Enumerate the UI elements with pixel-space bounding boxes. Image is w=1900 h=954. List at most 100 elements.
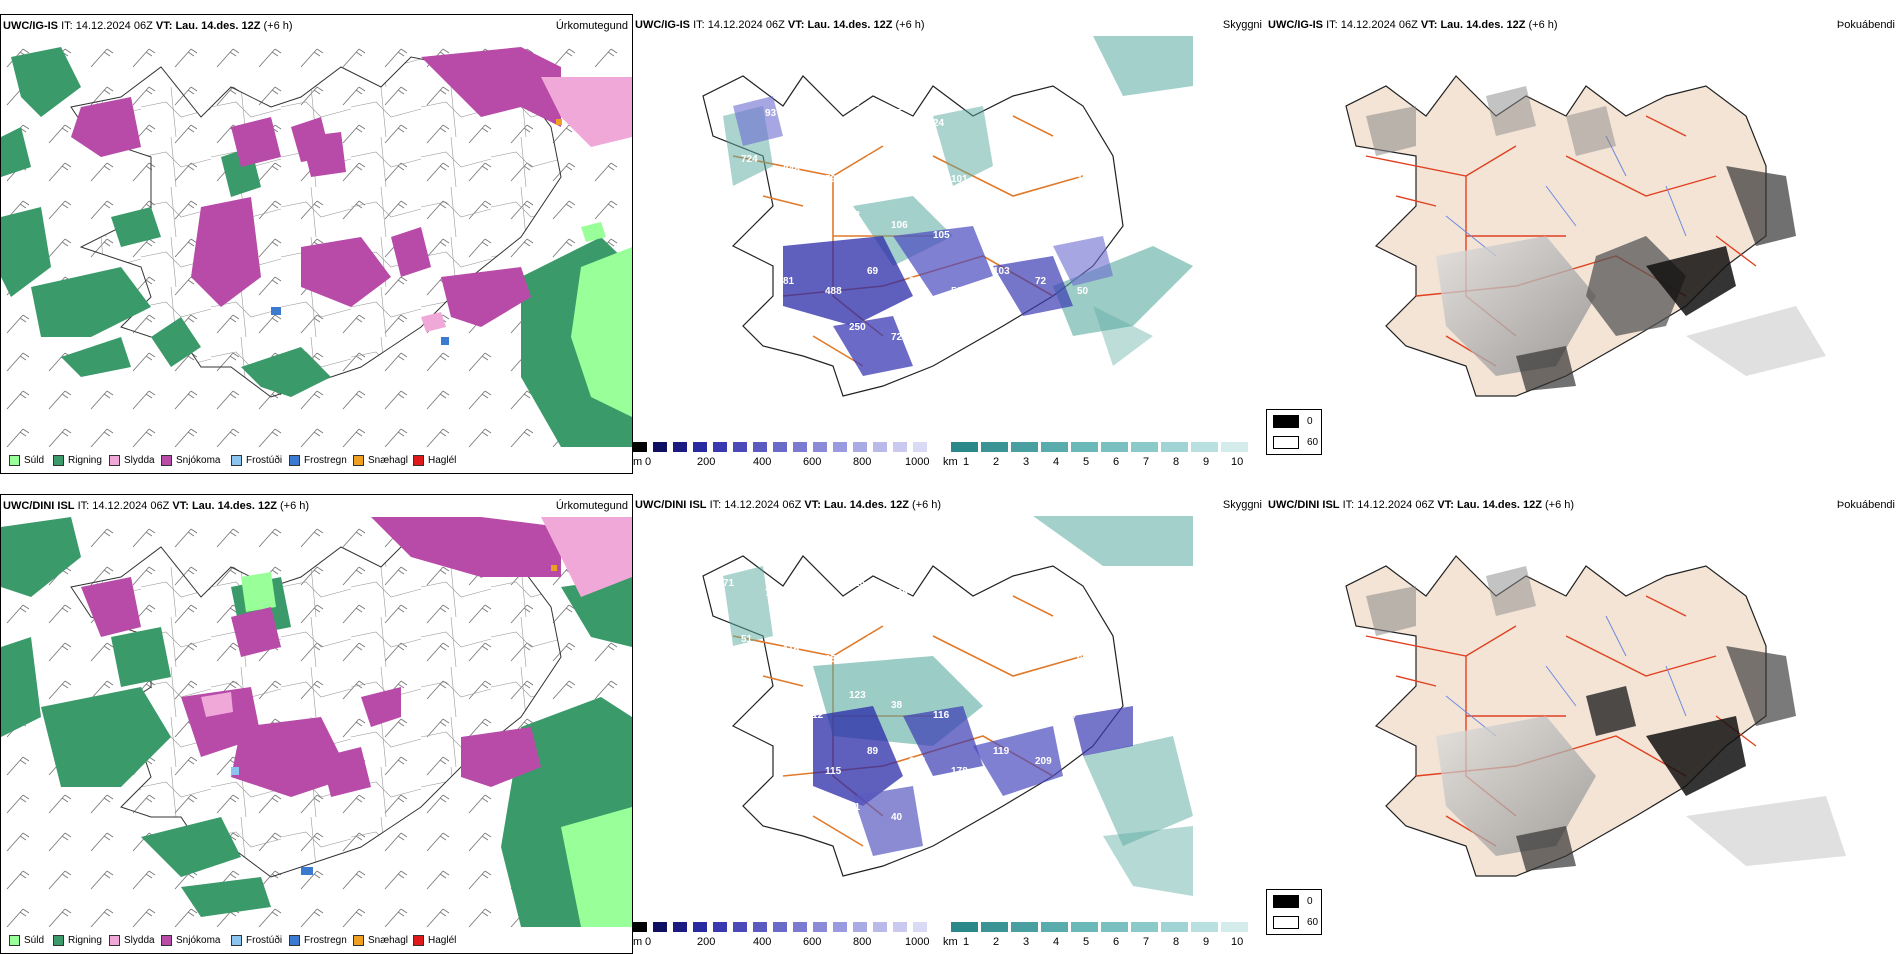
cloud-base-value: 72 <box>891 332 903 343</box>
cloud-panel-igis: UWC/IG-IS IT: 14.12.2024 06Z VT: Lau. 14… <box>633 14 1266 474</box>
legend-swatch <box>109 934 120 946</box>
colorbar-swatch <box>981 922 1008 932</box>
cloud-base-value: 123 <box>849 690 866 701</box>
colorbar-swatch <box>793 442 807 452</box>
colorbar-swatch <box>713 442 727 452</box>
legend-swatch <box>289 934 300 946</box>
legend-item: Rigning <box>53 454 102 468</box>
colorbar-swatch <box>873 922 887 932</box>
colorbar-swatch <box>633 922 647 932</box>
cloud-base-value: 66 <box>1077 654 1089 665</box>
cloud-base-value: 89 <box>867 746 879 757</box>
fog-indicator-map <box>1345 555 1846 877</box>
cloud-base-value: 116 <box>783 644 800 655</box>
colorbar-tick: 3 <box>1023 456 1030 468</box>
colorbar-swatch <box>1101 922 1128 932</box>
legend-swatch <box>353 454 364 466</box>
colorbar-tick: 200 <box>697 456 716 468</box>
colorbar-tick: 1000 <box>905 936 930 948</box>
precip-panel-dini: UWC/DINI ISL IT: 14.12.2024 06Z VT: Lau.… <box>0 494 633 954</box>
cloud-base-value: 150 <box>807 598 824 609</box>
precip-legend: Súld Rigning Slydda Snjókoma Frostúði Fr… <box>1 451 632 471</box>
legend-item: Haglél <box>413 454 456 468</box>
precip-header: UWC/DINI ISL IT: 14.12.2024 06Z VT: Lau.… <box>1 495 632 517</box>
cloud-base-value: 592 <box>825 174 842 185</box>
panel-title: Skyggni <box>1222 499 1262 511</box>
cloud-base-value: 209 <box>1035 756 1052 767</box>
cloud-base-value: 95 <box>1035 164 1047 175</box>
colorbar-swatch <box>633 442 647 452</box>
colorbar-tick: 1 <box>963 456 970 468</box>
ceiling-colorbar: m 0 200 400 600 800 1000 <box>633 442 943 474</box>
cloud-header: UWC/IG-IS IT: 14.12.2024 06Z VT: Lau. 14… <box>633 14 1266 36</box>
legend-item: Frostúði <box>231 454 282 468</box>
colorbar-tick: 5 <box>1083 936 1090 948</box>
cloud-base-value: 95 <box>891 108 903 119</box>
legend-item: Snæhagl <box>353 454 408 468</box>
colorbar-tick: 0 <box>645 456 652 468</box>
colorbar-swatch <box>1011 442 1038 452</box>
model-name: UWC/DINI ISL <box>3 500 75 512</box>
colorbar-swatch <box>733 442 747 452</box>
precip-legend: Súld Rigning Slydda Snjókoma Frostúði Fr… <box>1 931 632 951</box>
cloud-base-value: 116 <box>933 710 950 721</box>
colorbar-swatch <box>773 442 787 452</box>
cloud-base-value: 215 <box>1059 118 1076 129</box>
colorbar-swatch <box>833 922 847 932</box>
colorbar-tick: 400 <box>753 456 772 468</box>
cloud-base-value: 488 <box>825 286 842 297</box>
colorbar-tick: 600 <box>803 456 822 468</box>
fog-legend: 0 60 <box>1266 889 1322 935</box>
colorbar-tick: 2 <box>993 456 1000 468</box>
cloud-base-value: 71 <box>765 220 777 231</box>
colorbar-unit: km <box>943 456 958 468</box>
legend-item: Haglél <box>413 934 456 948</box>
fog-panel-dini: UWC/DINI ISL IT: 14.12.2024 06Z VT: Lau.… <box>1266 494 1899 954</box>
colorbar-swatch <box>893 442 907 452</box>
panel-title: Úrkomutegund <box>555 20 628 32</box>
colorbar-tick: 8 <box>1173 456 1180 468</box>
colorbar-swatch <box>813 442 827 452</box>
colorbar-swatch <box>1191 922 1218 932</box>
legend-item: Frostregn <box>289 454 347 468</box>
colorbar-tick: 0 <box>645 936 652 948</box>
cloud-base-value: 103 <box>951 654 968 665</box>
precip-panel-igis: UWC/IG-IS IT: 14.12.2024 06Z VT: Lau. 14… <box>0 14 633 474</box>
cloud-base-value: 91 <box>867 154 879 165</box>
precip-header: UWC/IG-IS IT: 14.12.2024 06Z VT: Lau. 14… <box>1 15 632 37</box>
cloud-labels: 71 76 150 116 885 64 113 261 61 51 116 950 376 606 103… <box>723 578 1089 833</box>
cloud-base-value: 51 <box>741 634 753 645</box>
colorbar-swatch <box>753 922 767 932</box>
cloud-base-value: 76 <box>765 588 777 599</box>
colorbar-swatch <box>853 922 867 932</box>
cloud-base-value: 58 <box>723 802 735 813</box>
colorbar-swatch <box>653 922 667 932</box>
colorbar-swatch <box>873 442 887 452</box>
colorbar-tick: 4 <box>1053 456 1060 468</box>
fog-panel-igis: UWC/IG-IS IT: 14.12.2024 06Z VT: Lau. 14… <box>1266 14 1899 474</box>
legend-item: Súld <box>9 454 44 468</box>
cloud-base-value: 69 <box>849 98 861 109</box>
cloud-base-value: 75 <box>807 822 819 833</box>
cloud-base-value: 250 <box>849 322 866 333</box>
colorbar-tick: 600 <box>803 936 822 948</box>
cloud-base-value: 67 <box>1017 220 1029 231</box>
colorbar-swatch <box>753 442 767 452</box>
model-name: UWC/IG-IS <box>635 19 690 31</box>
cloud-base-value: 40 <box>891 812 903 823</box>
cloud-base-value: 101 <box>951 174 968 185</box>
cloud-base-value: 67 <box>723 98 735 109</box>
legend-swatch <box>53 934 64 946</box>
colorbar-swatch <box>1131 922 1158 932</box>
colorbar-unit: m <box>633 456 643 468</box>
colorbar-swatch <box>1041 442 1068 452</box>
fog-header: UWC/DINI ISL IT: 14.12.2024 06Z VT: Lau.… <box>1266 494 1899 516</box>
colorbar-tick: 6 <box>1113 936 1120 948</box>
cloud-base-value: 71 <box>723 578 735 589</box>
model-name: UWC/IG-IS <box>3 20 58 32</box>
fog-header: UWC/IG-IS IT: 14.12.2024 06Z VT: Lau. 14… <box>1266 14 1899 36</box>
cloud-base-value: 72 <box>1035 276 1047 287</box>
legend-swatch <box>289 454 300 466</box>
legend-swatch <box>9 934 20 946</box>
legend-item: Snjókoma <box>161 454 220 468</box>
